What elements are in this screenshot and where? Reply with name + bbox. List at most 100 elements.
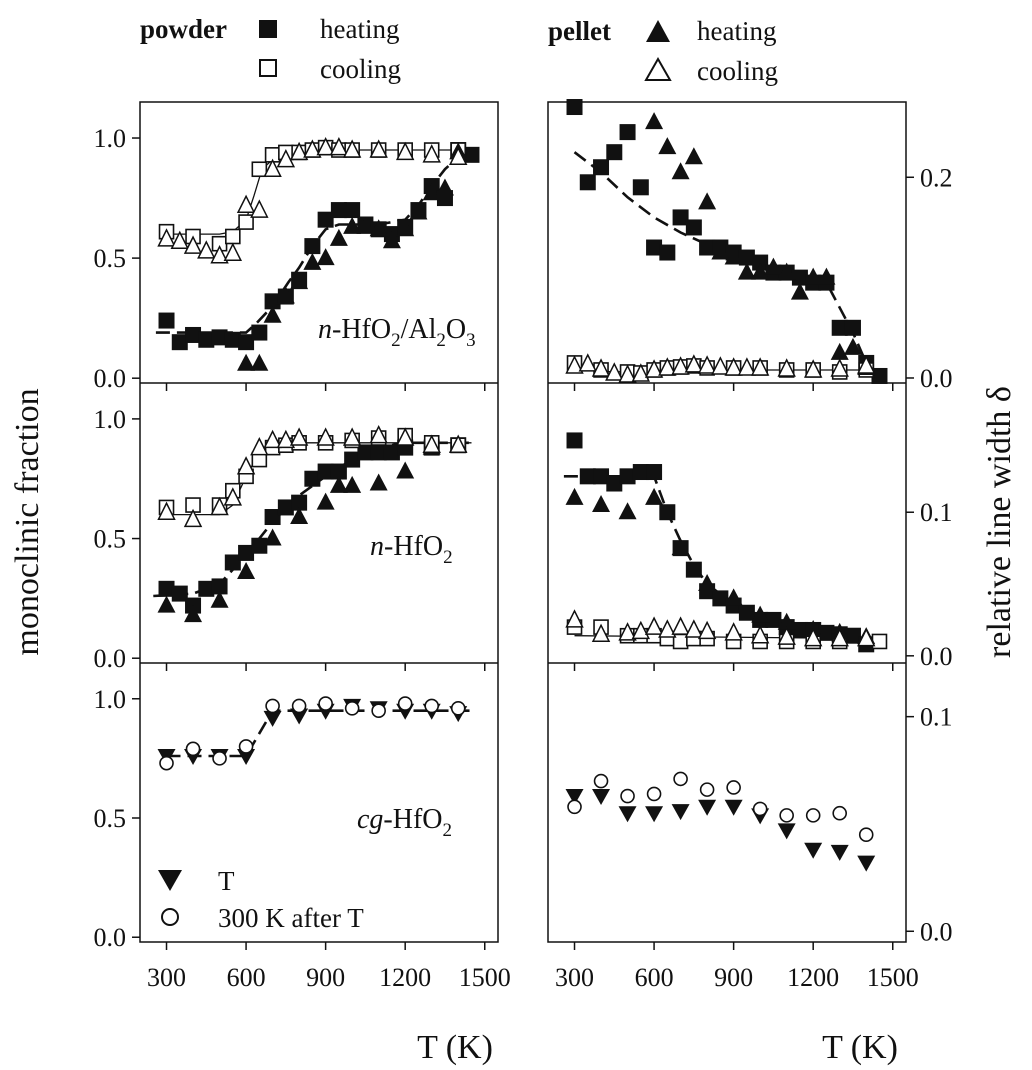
data-point-square-filled: [765, 611, 782, 628]
data-point-triangle-open: [803, 359, 823, 378]
x-tick-label: 600: [635, 963, 674, 992]
data-point-triangle-open: [170, 230, 189, 250]
data-point-triangle-filled: [396, 461, 415, 479]
data-point-triangle-filled: [329, 228, 348, 246]
data-point-triangle-open: [684, 354, 704, 373]
data-point-triangle-filled: [724, 588, 743, 606]
data-point-triangle-filled: [645, 112, 664, 130]
data-point-triangle-filled: [343, 216, 362, 234]
data-point-triangle-open: [830, 627, 849, 647]
legend-triangle-open-marker: [644, 56, 672, 81]
data-point-triangle-filled: [724, 247, 743, 265]
data-point-triangle-filled: [343, 475, 362, 493]
data-point-triangle-open: [565, 355, 584, 374]
data-point-square-filled: [317, 211, 334, 228]
data-point-square-filled: [606, 144, 623, 161]
data-point-triangle-open: [289, 141, 309, 161]
data-point-triangle-down-filled: [671, 804, 690, 821]
data-point-triangle-open: [369, 424, 388, 444]
data-point-triangle-filled: [843, 337, 862, 355]
data-point-triangle-open: [369, 139, 388, 158]
data-point-triangle-open: [210, 245, 229, 264]
data-point-triangle-filled: [369, 473, 388, 491]
data-point-square-filled: [738, 249, 755, 266]
data-point-square-filled: [685, 561, 702, 578]
data-point-square-filled: [238, 334, 255, 351]
data-point-circle-open: [344, 701, 360, 716]
data-point-triangle-filled: [711, 242, 730, 260]
data-point-circle-open: [291, 698, 307, 714]
data-point-triangle-open: [449, 434, 468, 453]
data-point-triangle-down-filled: [777, 823, 796, 840]
data-point-triangle-filled: [157, 595, 176, 613]
data-point-triangle-down-filled: [724, 799, 743, 816]
data-point-triangle-filled: [698, 192, 717, 210]
data-point-square-filled: [304, 238, 321, 255]
data-point-triangle-down-filled: [592, 789, 611, 806]
data-point-square-filled: [211, 578, 228, 595]
data-point-triangle-open: [857, 355, 876, 374]
data-point-square-open: [225, 228, 241, 245]
data-point-square-filled: [791, 621, 808, 638]
y-tick-label: 0.0: [920, 364, 953, 393]
x-tick-label: 300: [147, 963, 186, 992]
data-point-triangle-filled: [684, 147, 703, 165]
data-point-circle-open: [265, 698, 280, 714]
data-point-triangle-filled: [290, 507, 309, 525]
data-point-triangle-down-filled: [618, 806, 637, 823]
y-tick-label: 0.0: [94, 923, 127, 952]
data-point-circle-open: [673, 771, 688, 787]
data-point-triangle-down-filled: [565, 789, 584, 806]
legend-powder-cooling: cooling: [320, 54, 401, 84]
data-point-triangle-open: [236, 194, 256, 214]
data-point-square-filled: [357, 444, 374, 461]
data-point-triangle-open: [830, 358, 849, 377]
legend-circle-open-marker: [161, 908, 179, 926]
data-point-square-filled: [593, 468, 610, 485]
data-point-triangle-open: [658, 619, 677, 638]
data-point-circle-open: [424, 698, 440, 714]
x-tick-label: 1200: [787, 963, 839, 992]
y-tick-label: 0.0: [94, 364, 127, 393]
data-point-square-filled: [277, 499, 294, 516]
data-point-circle-open: [238, 739, 254, 754]
data-point-square-filled: [672, 209, 689, 226]
data-point-triangle-filled: [250, 353, 269, 371]
right-x-axis-title: T (K): [822, 1029, 898, 1066]
data-point-triangle-open: [197, 240, 216, 259]
data-point-triangle-filled: [671, 538, 690, 556]
data-point-triangle-down-filled: [237, 749, 256, 765]
data-point-square-filled: [330, 202, 347, 219]
data-point-square-filled: [370, 444, 387, 461]
left-x-axis-title: T (K): [417, 1029, 493, 1066]
data-point-triangle-open: [223, 487, 243, 506]
data-point-triangle-open: [316, 136, 335, 156]
legend-powder-heating: heating: [320, 14, 399, 44]
data-point-triangle-open: [671, 616, 690, 635]
y-tick-label: 0.5: [94, 804, 127, 833]
data-point-triangle-open: [210, 496, 229, 516]
data-point-triangle-open: [711, 356, 730, 375]
y-tick-label: 0.1: [920, 703, 953, 732]
data-point-square-filled: [158, 312, 175, 329]
data-point-triangle-open: [644, 616, 664, 635]
data-point-triangle-open: [289, 427, 309, 446]
data-point-square-filled: [224, 554, 241, 571]
data-point-circle-open: [567, 799, 582, 815]
data-point-square-filled: [632, 464, 649, 481]
y-tick-label: 0.2: [920, 163, 953, 192]
panel-label-n-hfo2: n-HfO2: [370, 531, 453, 568]
data-point-circle-open: [159, 755, 174, 771]
data-point-square-filled: [646, 239, 663, 256]
data-point-triangle-open: [565, 609, 584, 628]
legend-square-filled-marker: [259, 20, 277, 38]
left-panel-frame: [139, 101, 499, 943]
data-point-triangle-filled: [356, 216, 375, 234]
data-point-square-filled: [158, 580, 175, 597]
data-point-triangle-open: [329, 136, 349, 156]
panel-label-cg-hfo2: cg-HfO2: [357, 804, 452, 841]
data-point-triangle-filled: [671, 162, 690, 180]
data-point-triangle-open: [157, 501, 176, 520]
data-point-circle-open: [858, 827, 874, 842]
